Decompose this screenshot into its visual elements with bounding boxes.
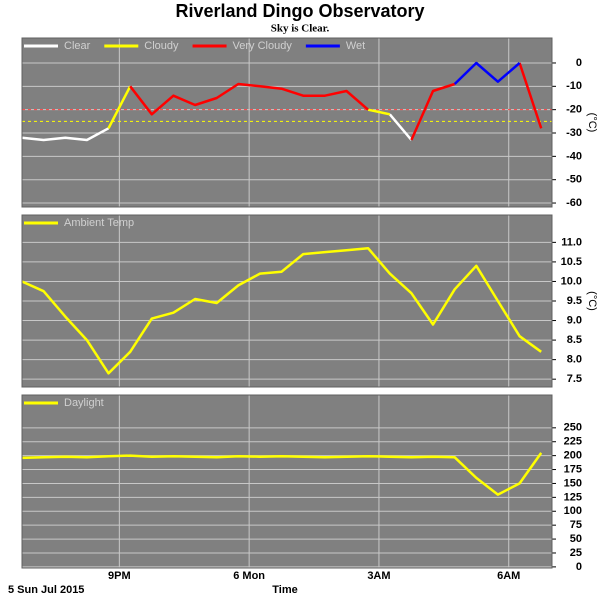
series-line xyxy=(453,61,521,85)
series-line xyxy=(21,452,543,496)
y-tick-label: 10.0 xyxy=(561,275,582,287)
legend-label: Ambient Temp xyxy=(64,217,134,229)
x-axis-label: Time xyxy=(272,584,297,596)
y-tick-label: 75 xyxy=(570,519,582,531)
y-tick-label: -20 xyxy=(566,104,582,116)
y-tick-label: 0 xyxy=(576,57,582,69)
y-tick-label: -30 xyxy=(566,127,582,139)
legend-label: Wet xyxy=(346,40,365,52)
y-tick-label: 225 xyxy=(564,436,582,448)
y-tick-label: 50 xyxy=(570,533,582,545)
plot-border xyxy=(21,37,553,208)
plot-border xyxy=(21,394,553,569)
y-tick-label: 200 xyxy=(564,450,582,462)
y-tick-label: 10.5 xyxy=(561,256,582,268)
legend-label: Very Cloudy xyxy=(233,40,293,52)
x-tick-label: 6 Mon xyxy=(233,570,265,582)
y-tick-label: 8.0 xyxy=(567,354,582,366)
x-tick-label: 3AM xyxy=(367,570,390,582)
y-tick-label: 250 xyxy=(564,422,582,434)
x-tick-label: 9PM xyxy=(108,570,131,582)
y-tick-label: 9.0 xyxy=(567,314,582,326)
chart-subtitle: Sky is Clear. xyxy=(271,23,330,35)
y-tick-label: 175 xyxy=(564,463,582,475)
y-tick-label: 7.5 xyxy=(567,373,582,385)
y-tick-label: 125 xyxy=(564,491,582,503)
legend-label: Clear xyxy=(64,40,91,52)
y-tick-label: 9.5 xyxy=(567,295,582,307)
x-tick-label: 6AM xyxy=(497,570,520,582)
plot-border xyxy=(21,214,553,388)
y-tick-label: 8.5 xyxy=(567,334,582,346)
y-tick-label: 100 xyxy=(564,505,582,517)
y-tick-label: -10 xyxy=(566,80,582,92)
date-label: 5 Sun Jul 2015 xyxy=(8,584,84,596)
series-line xyxy=(21,246,542,375)
y-tick-label: 150 xyxy=(564,477,582,489)
y-axis-label: (°C) xyxy=(586,113,598,133)
y-tick-label: 11.0 xyxy=(561,236,582,248)
chart-title: Riverland Dingo Observatory xyxy=(175,1,424,21)
series-line xyxy=(129,62,543,141)
legend-label: Daylight xyxy=(64,397,104,409)
plot-area xyxy=(22,395,552,568)
y-tick-label: -60 xyxy=(566,197,582,209)
y-axis-label: (°C) xyxy=(586,291,598,311)
y-tick-label: -50 xyxy=(566,174,582,186)
legend-label: Cloudy xyxy=(144,40,179,52)
y-tick-label: 25 xyxy=(570,547,582,559)
series-line xyxy=(21,113,413,142)
y-tick-label: -40 xyxy=(566,150,582,162)
series-line xyxy=(107,85,391,129)
y-tick-label: 0 xyxy=(576,561,582,573)
